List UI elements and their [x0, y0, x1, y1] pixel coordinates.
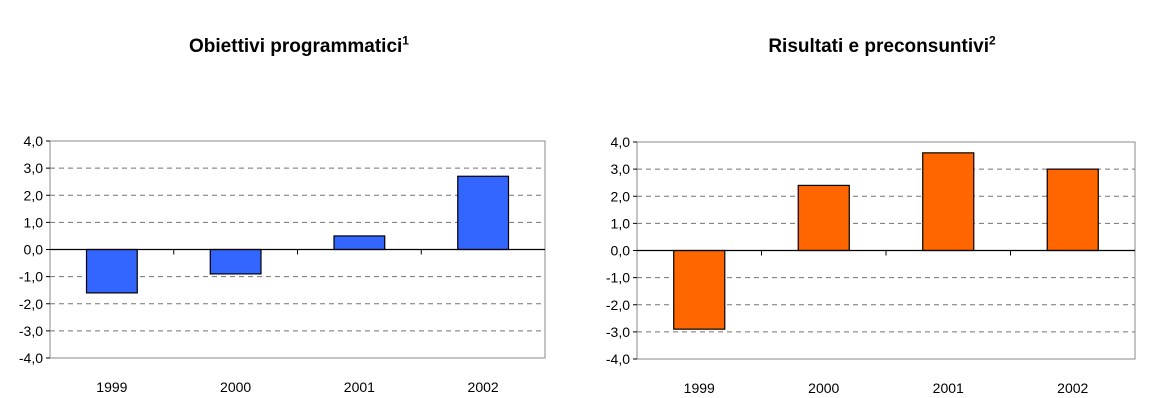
- right-chart-y-tick-label: -2,0: [606, 297, 630, 313]
- right-chart-y-tick-label: -4,0: [606, 351, 630, 367]
- right-chart-bar-2002: [1046, 168, 1099, 252]
- right-chart-bar-2001: [922, 152, 975, 252]
- chart-title-left-superscript: 1: [402, 33, 409, 48]
- left-chart-y-tick-label: 4,0: [24, 133, 44, 149]
- left-chart-y-tick-label: 0,0: [24, 242, 44, 258]
- right-chart-x-tick-label: 2001: [933, 380, 964, 396]
- left-chart-bar-2000: [209, 248, 262, 275]
- left-chart-y-tick-label: 3,0: [24, 160, 44, 176]
- right-chart-bar-1999: [673, 249, 726, 330]
- left-chart-y-tick-label: 2,0: [24, 187, 44, 203]
- left-chart-bar-2002: [457, 175, 510, 251]
- right-chart-y-tick-label: 0,0: [611, 243, 631, 259]
- left-chart-x-tick-label: 2002: [468, 379, 499, 395]
- left-chart-x-tick-label: 1999: [96, 379, 127, 395]
- left-chart-y-tick-label: -1,0: [19, 269, 43, 285]
- right-chart-y-tick-label: 4,0: [611, 134, 631, 150]
- left-chart-x-tick-label: 2001: [344, 379, 375, 395]
- left-chart-x-tick-label: 2000: [220, 379, 251, 395]
- right-chart-bar-2000: [797, 184, 850, 252]
- right-chart-y-tick-label: 2,0: [611, 188, 631, 204]
- chart-title-left: Obiettivi programmatici1: [35, 33, 563, 58]
- left-chart-bar-1999: [85, 248, 138, 294]
- right-chart-y-tick-label: -3,0: [606, 324, 630, 340]
- chart-title-right-text: Risultati e preconsuntivi: [768, 36, 989, 57]
- left-chart-y-tick-label: 1,0: [24, 214, 44, 230]
- left-chart-y-tick-label: -4,0: [19, 350, 43, 366]
- chart-title-right: Risultati e preconsuntivi2: [618, 33, 1146, 58]
- right-chart-x-tick-label: 1999: [684, 380, 715, 396]
- right-chart-x-tick-label: 2000: [808, 380, 839, 396]
- chart-title-right-superscript: 2: [988, 33, 996, 48]
- left-chart-y-tick-label: -3,0: [19, 323, 43, 339]
- left-chart-y-tick-label: -2,0: [19, 296, 43, 312]
- right-chart-y-tick-label: -1,0: [606, 270, 630, 286]
- chart-title-left-text: Obiettivi programmatici: [189, 36, 403, 57]
- right-chart-y-tick-label: 1,0: [611, 215, 631, 231]
- right-chart-y-tick-label: 3,0: [611, 161, 631, 177]
- right-chart-x-tick-label: 2002: [1057, 380, 1088, 396]
